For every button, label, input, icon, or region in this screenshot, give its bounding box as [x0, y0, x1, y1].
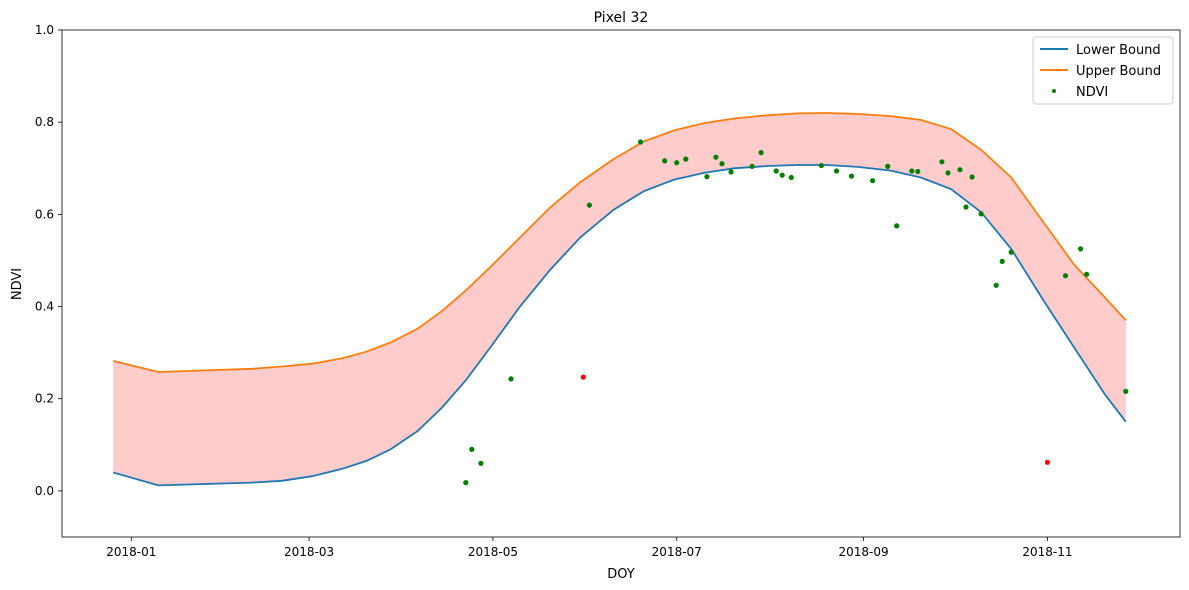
- legend-ndvi-label: NDVI: [1076, 85, 1108, 100]
- ndvi-point: [870, 178, 876, 184]
- ndvi-point: [662, 158, 668, 164]
- x-tick-label: 2018-09: [839, 545, 889, 559]
- ndvi-point: [469, 446, 475, 452]
- legend-upper-label: Upper Bound: [1076, 64, 1161, 79]
- ndvi-point: [1078, 246, 1084, 252]
- ndvi-point: [674, 160, 680, 166]
- ndvi-point: [788, 174, 794, 181]
- ndvi-point: [969, 174, 975, 180]
- plot-layer: [112, 112, 1129, 487]
- ndvi-point: [1008, 249, 1014, 255]
- ndvi-point: [683, 156, 689, 162]
- ndvi-point: [704, 174, 710, 180]
- x-tick-label: 2018-07: [652, 545, 702, 559]
- ndvi-point: [478, 460, 484, 466]
- ndvi-point: [463, 480, 469, 486]
- y-axis-label: NDVI: [10, 268, 25, 300]
- x-axis-label: DOY: [607, 567, 635, 582]
- chart-title: Pixel 32: [594, 10, 649, 26]
- legend: Lower Bound Upper Bound NDVI: [1032, 36, 1174, 105]
- y-tick-label: 1.0: [35, 23, 54, 37]
- ndvi-point: [749, 163, 755, 169]
- ndvi-point: [719, 161, 725, 167]
- ndvi-point: [728, 169, 734, 175]
- ndvi-point: [713, 154, 719, 160]
- y-tick-label: 0.2: [35, 392, 54, 406]
- plot-frame: [61, 29, 1181, 538]
- ndvi-point: [1062, 273, 1069, 279]
- ndvi-point: [833, 168, 840, 174]
- ndvi-point: [848, 173, 855, 179]
- outlier-point: [580, 374, 586, 380]
- ndvi-point: [773, 168, 779, 174]
- ndvi-point: [909, 168, 915, 174]
- upper-bound-line: [112, 112, 1127, 373]
- y-tick-label: 0.0: [35, 484, 54, 498]
- y-tick-label: 0.8: [35, 115, 54, 129]
- ndvi-point: [963, 204, 969, 210]
- y-tick-label: 0.6: [35, 207, 54, 221]
- x-tick-label: 2018-05: [468, 545, 518, 559]
- ndvi-point: [758, 150, 764, 156]
- ndvi-point: [978, 211, 984, 217]
- x-axis: 2018-01 2018-03 2018-05 2018-07 2018-09 2018-…: [106, 537, 1072, 559]
- y-tick-label: 0.4: [35, 300, 54, 314]
- ndvi-point: [957, 167, 963, 173]
- legend-ndvi-marker: [1052, 89, 1056, 93]
- legend-box: [1032, 36, 1174, 105]
- ndvi-point: [999, 258, 1005, 264]
- ndvi-point: [1123, 388, 1129, 394]
- lower-bound-line: [112, 164, 1127, 487]
- ndvi-point: [885, 163, 891, 169]
- ndvi-point: [993, 282, 999, 288]
- x-tick-label: 2018-03: [284, 545, 334, 559]
- y-axis: 0.0 0.2 0.4 0.6 0.8 1.0: [35, 23, 62, 498]
- x-tick-label: 2018-01: [106, 545, 156, 559]
- ndvi-point: [779, 172, 785, 178]
- legend-lower-label: Lower Bound: [1076, 43, 1161, 58]
- ndvi-point: [586, 202, 593, 208]
- ndvi-point: [945, 170, 951, 176]
- ndvi-point: [818, 162, 825, 169]
- ndvi-point: [894, 223, 900, 229]
- ndvi-point: [508, 376, 514, 382]
- ndvi-point: [939, 159, 945, 165]
- bound-band: [113, 113, 1126, 486]
- x-tick-label: 2018-11: [1022, 545, 1072, 559]
- ndvi-point: [915, 168, 921, 175]
- ndvi-point: [638, 139, 644, 145]
- ndvi-point: [1084, 271, 1090, 277]
- outlier-point: [1044, 459, 1050, 465]
